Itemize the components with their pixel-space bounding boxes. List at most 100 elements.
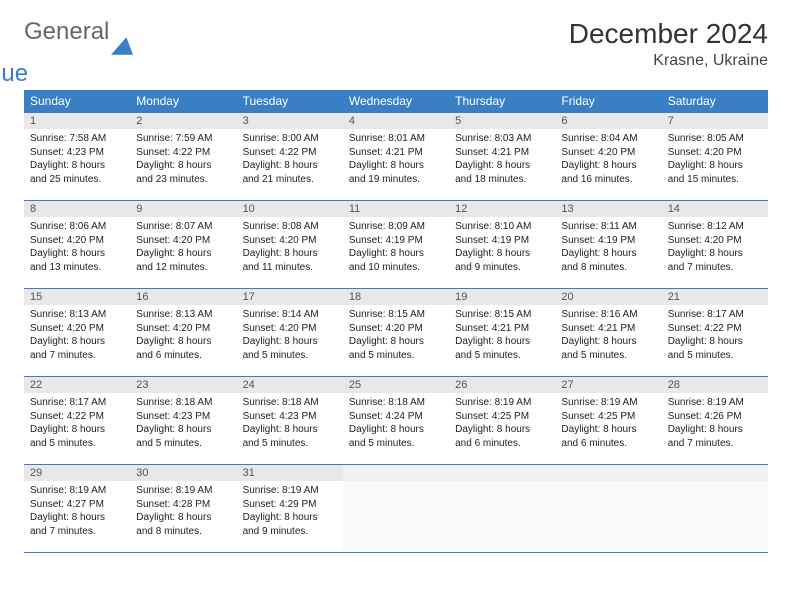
day-number: 30 [130, 465, 236, 481]
day-number: 2 [130, 113, 236, 129]
day-number-empty [449, 465, 555, 481]
day-number: 31 [237, 465, 343, 481]
page-header: General Blue December 2024 Krasne, Ukrai… [24, 18, 768, 74]
day-body: Sunrise: 8:05 AMSunset: 4:20 PMDaylight:… [662, 129, 768, 190]
day-body: Sunrise: 8:17 AMSunset: 4:22 PMDaylight:… [662, 305, 768, 366]
day-number: 29 [24, 465, 130, 481]
day-number: 3 [237, 113, 343, 129]
day-number-empty [343, 465, 449, 481]
day-body: Sunrise: 8:11 AMSunset: 4:19 PMDaylight:… [555, 217, 661, 278]
day-number: 5 [449, 113, 555, 129]
calendar-cell: 22Sunrise: 8:17 AMSunset: 4:22 PMDayligh… [24, 377, 130, 465]
day-body: Sunrise: 8:13 AMSunset: 4:20 PMDaylight:… [24, 305, 130, 366]
calendar-cell: 3Sunrise: 8:00 AMSunset: 4:22 PMDaylight… [237, 113, 343, 201]
day-body: Sunrise: 8:01 AMSunset: 4:21 PMDaylight:… [343, 129, 449, 190]
day-number: 14 [662, 201, 768, 217]
calendar-cell: 30Sunrise: 8:19 AMSunset: 4:28 PMDayligh… [130, 465, 236, 553]
day-body: Sunrise: 8:03 AMSunset: 4:21 PMDaylight:… [449, 129, 555, 190]
calendar-cell: 14Sunrise: 8:12 AMSunset: 4:20 PMDayligh… [662, 201, 768, 289]
calendar-row: 1Sunrise: 7:58 AMSunset: 4:23 PMDaylight… [24, 113, 768, 201]
calendar-cell [662, 465, 768, 553]
brand-part2: Blue [0, 60, 28, 87]
calendar-cell: 19Sunrise: 8:15 AMSunset: 4:21 PMDayligh… [449, 289, 555, 377]
day-number: 18 [343, 289, 449, 305]
calendar-cell: 4Sunrise: 8:01 AMSunset: 4:21 PMDaylight… [343, 113, 449, 201]
calendar-cell: 6Sunrise: 8:04 AMSunset: 4:20 PMDaylight… [555, 113, 661, 201]
day-number: 21 [662, 289, 768, 305]
weekday-header: Thursday [449, 90, 555, 113]
calendar-cell: 25Sunrise: 8:18 AMSunset: 4:24 PMDayligh… [343, 377, 449, 465]
location-label: Krasne, Ukraine [569, 52, 768, 70]
day-number: 11 [343, 201, 449, 217]
calendar-body: 1Sunrise: 7:58 AMSunset: 4:23 PMDaylight… [24, 113, 768, 553]
day-number: 19 [449, 289, 555, 305]
triangle-icon [111, 37, 133, 55]
calendar-cell: 29Sunrise: 8:19 AMSunset: 4:27 PMDayligh… [24, 465, 130, 553]
calendar-cell: 2Sunrise: 7:59 AMSunset: 4:22 PMDaylight… [130, 113, 236, 201]
calendar-cell: 8Sunrise: 8:06 AMSunset: 4:20 PMDaylight… [24, 201, 130, 289]
day-number: 6 [555, 113, 661, 129]
calendar-row: 15Sunrise: 8:13 AMSunset: 4:20 PMDayligh… [24, 289, 768, 377]
day-body: Sunrise: 8:19 AMSunset: 4:25 PMDaylight:… [555, 393, 661, 454]
weekday-header: Monday [130, 90, 236, 113]
day-body: Sunrise: 8:19 AMSunset: 4:27 PMDaylight:… [24, 481, 130, 542]
day-body: Sunrise: 8:18 AMSunset: 4:23 PMDaylight:… [237, 393, 343, 454]
day-body: Sunrise: 8:08 AMSunset: 4:20 PMDaylight:… [237, 217, 343, 278]
day-body: Sunrise: 8:19 AMSunset: 4:25 PMDaylight:… [449, 393, 555, 454]
day-number: 8 [24, 201, 130, 217]
day-body: Sunrise: 8:09 AMSunset: 4:19 PMDaylight:… [343, 217, 449, 278]
weekday-header: Sunday [24, 90, 130, 113]
day-body: Sunrise: 8:04 AMSunset: 4:20 PMDaylight:… [555, 129, 661, 190]
day-number: 23 [130, 377, 236, 393]
day-body: Sunrise: 8:00 AMSunset: 4:22 PMDaylight:… [237, 129, 343, 190]
day-number: 27 [555, 377, 661, 393]
day-number: 17 [237, 289, 343, 305]
calendar-cell: 15Sunrise: 8:13 AMSunset: 4:20 PMDayligh… [24, 289, 130, 377]
day-body: Sunrise: 8:15 AMSunset: 4:21 PMDaylight:… [449, 305, 555, 366]
weekday-header-row: Sunday Monday Tuesday Wednesday Thursday… [24, 90, 768, 113]
calendar-cell: 9Sunrise: 8:07 AMSunset: 4:20 PMDaylight… [130, 201, 236, 289]
calendar-cell: 5Sunrise: 8:03 AMSunset: 4:21 PMDaylight… [449, 113, 555, 201]
day-number: 26 [449, 377, 555, 393]
weekday-header: Tuesday [237, 90, 343, 113]
day-body: Sunrise: 8:15 AMSunset: 4:20 PMDaylight:… [343, 305, 449, 366]
day-number: 16 [130, 289, 236, 305]
day-body: Sunrise: 8:17 AMSunset: 4:22 PMDaylight:… [24, 393, 130, 454]
calendar-cell [343, 465, 449, 553]
day-number: 24 [237, 377, 343, 393]
day-number: 9 [130, 201, 236, 217]
calendar-cell [555, 465, 661, 553]
calendar-cell: 24Sunrise: 8:18 AMSunset: 4:23 PMDayligh… [237, 377, 343, 465]
day-number-empty [555, 465, 661, 481]
brand-logo: General Blue [24, 18, 133, 74]
day-number: 7 [662, 113, 768, 129]
day-number: 25 [343, 377, 449, 393]
day-number: 12 [449, 201, 555, 217]
calendar-cell: 28Sunrise: 8:19 AMSunset: 4:26 PMDayligh… [662, 377, 768, 465]
day-body: Sunrise: 8:07 AMSunset: 4:20 PMDaylight:… [130, 217, 236, 278]
calendar-cell: 1Sunrise: 7:58 AMSunset: 4:23 PMDaylight… [24, 113, 130, 201]
day-body: Sunrise: 7:59 AMSunset: 4:22 PMDaylight:… [130, 129, 236, 190]
weekday-header: Saturday [662, 90, 768, 113]
calendar-cell [449, 465, 555, 553]
day-body: Sunrise: 7:58 AMSunset: 4:23 PMDaylight:… [24, 129, 130, 190]
day-body: Sunrise: 8:19 AMSunset: 4:29 PMDaylight:… [237, 481, 343, 542]
day-body: Sunrise: 8:10 AMSunset: 4:19 PMDaylight:… [449, 217, 555, 278]
calendar-table: Sunday Monday Tuesday Wednesday Thursday… [24, 90, 768, 553]
brand-part1: General [24, 18, 109, 45]
calendar-cell: 17Sunrise: 8:14 AMSunset: 4:20 PMDayligh… [237, 289, 343, 377]
day-number: 10 [237, 201, 343, 217]
calendar-cell: 13Sunrise: 8:11 AMSunset: 4:19 PMDayligh… [555, 201, 661, 289]
calendar-cell: 23Sunrise: 8:18 AMSunset: 4:23 PMDayligh… [130, 377, 236, 465]
day-body: Sunrise: 8:13 AMSunset: 4:20 PMDaylight:… [130, 305, 236, 366]
day-number: 13 [555, 201, 661, 217]
calendar-cell: 21Sunrise: 8:17 AMSunset: 4:22 PMDayligh… [662, 289, 768, 377]
calendar-cell: 31Sunrise: 8:19 AMSunset: 4:29 PMDayligh… [237, 465, 343, 553]
day-number: 28 [662, 377, 768, 393]
day-number: 20 [555, 289, 661, 305]
title-block: December 2024 Krasne, Ukraine [569, 18, 768, 70]
calendar-cell: 26Sunrise: 8:19 AMSunset: 4:25 PMDayligh… [449, 377, 555, 465]
calendar-row: 22Sunrise: 8:17 AMSunset: 4:22 PMDayligh… [24, 377, 768, 465]
day-number: 4 [343, 113, 449, 129]
calendar-row: 8Sunrise: 8:06 AMSunset: 4:20 PMDaylight… [24, 201, 768, 289]
